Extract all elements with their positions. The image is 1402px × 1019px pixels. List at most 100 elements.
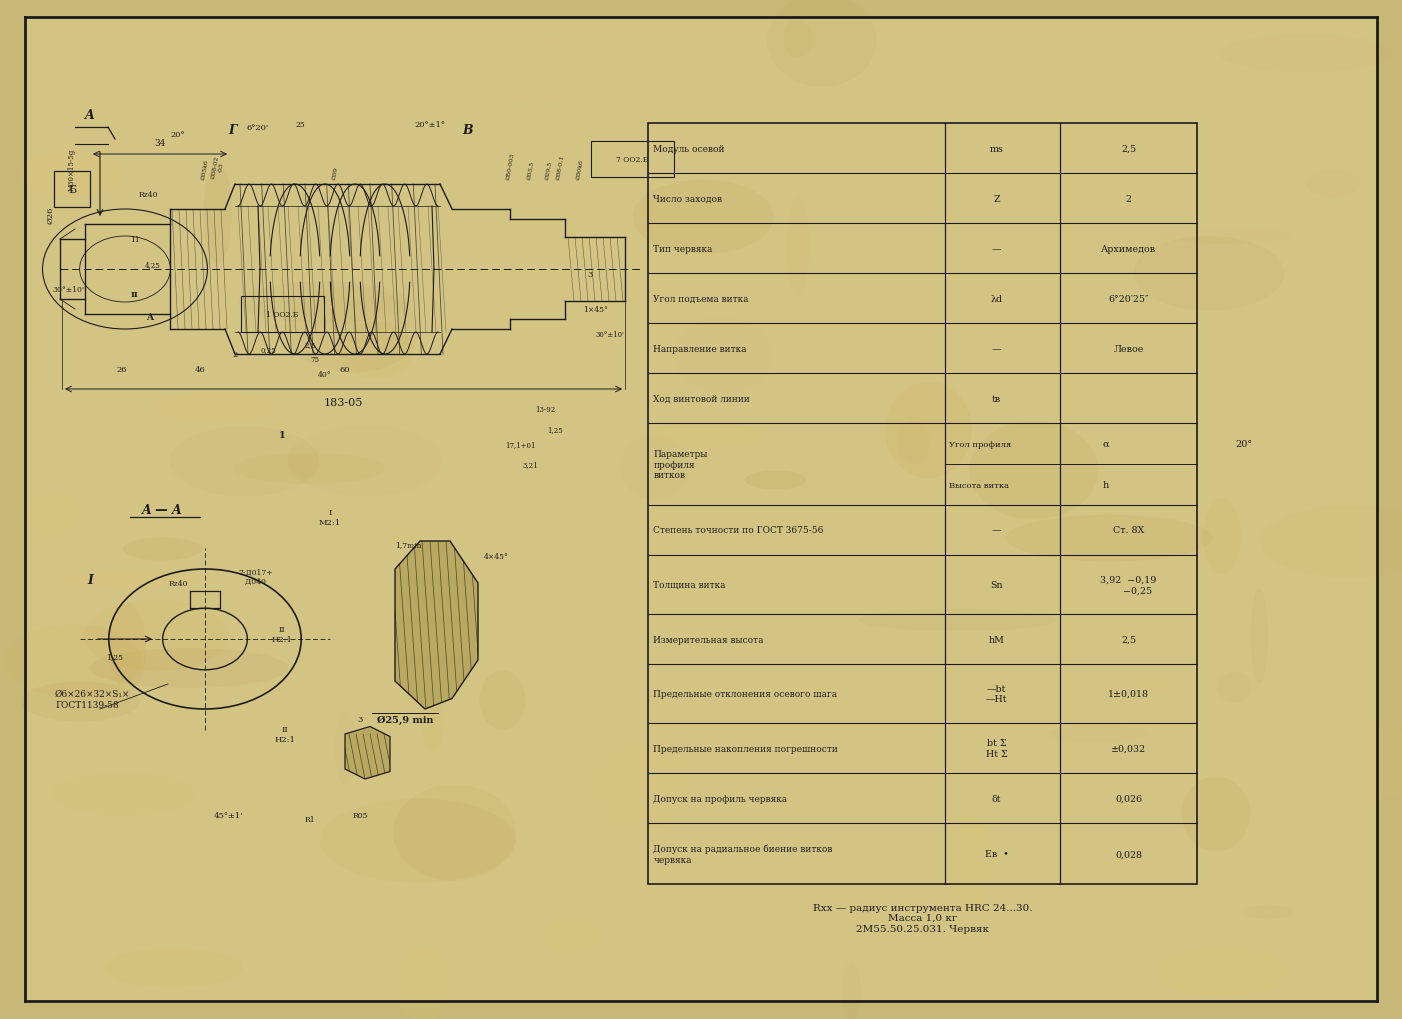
Text: 30°±10': 30°±10': [596, 331, 624, 338]
Text: Высота витка: Высота витка: [949, 481, 1009, 489]
Text: 1,25: 1,25: [547, 426, 562, 433]
Ellipse shape: [422, 687, 443, 753]
Text: 0,25: 0,25: [261, 345, 276, 354]
Text: II
H2:1: II H2:1: [275, 726, 296, 743]
Text: II
H2:1: II H2:1: [272, 626, 293, 643]
Text: —: —: [993, 245, 1001, 254]
Ellipse shape: [1005, 516, 1213, 561]
Text: 20°: 20°: [171, 130, 185, 139]
Text: Угол профиля: Угол профиля: [949, 440, 1011, 448]
Text: Ø35k6: Ø35k6: [200, 159, 209, 179]
Text: Ст. 8Х: Ст. 8Х: [1113, 526, 1144, 535]
Text: 4,25: 4,25: [146, 261, 161, 269]
Text: Ø30k6: Ø30k6: [576, 159, 585, 179]
Text: tв: tв: [993, 394, 1001, 404]
Text: 3,21: 3,21: [522, 461, 538, 469]
Text: Левое: Левое: [1113, 344, 1144, 354]
Ellipse shape: [21, 682, 140, 722]
Ellipse shape: [649, 420, 760, 448]
Ellipse shape: [123, 538, 202, 561]
Ellipse shape: [1217, 672, 1252, 703]
Text: M30×15-5g: M30×15-5g: [69, 149, 76, 191]
Text: 3,92  −0,19
      −0,25: 3,92 −0,19 −0,25: [1101, 575, 1157, 595]
Ellipse shape: [170, 427, 320, 497]
Text: B: B: [463, 123, 474, 137]
Text: 17,1+01: 17,1+01: [505, 440, 536, 448]
Ellipse shape: [744, 471, 806, 490]
Text: 40°: 40°: [318, 371, 332, 379]
Text: Ø33,5: Ø33,5: [526, 160, 534, 179]
Text: 25: 25: [296, 121, 304, 128]
Text: 7-Д017+
   Д040: 7-Д017+ Д040: [238, 568, 272, 585]
Ellipse shape: [1182, 776, 1251, 851]
Text: hM: hM: [988, 635, 1005, 644]
Ellipse shape: [897, 421, 930, 465]
Ellipse shape: [1242, 905, 1295, 919]
Text: Направление витка: Направление витка: [653, 344, 747, 354]
Ellipse shape: [3, 625, 142, 697]
Text: —: —: [993, 344, 1001, 354]
Text: Ход винтовой линии: Ход винтовой линии: [653, 394, 750, 404]
Text: 45°±1': 45°±1': [213, 811, 243, 819]
Text: 2: 2: [233, 351, 237, 359]
Text: 60: 60: [339, 366, 350, 374]
Text: Rz40: Rz40: [168, 580, 188, 587]
Text: 3: 3: [587, 271, 593, 279]
Ellipse shape: [28, 493, 77, 537]
Ellipse shape: [594, 740, 690, 830]
Text: 46: 46: [195, 366, 205, 374]
Ellipse shape: [885, 382, 972, 479]
Text: Rz40: Rz40: [139, 191, 158, 199]
Ellipse shape: [479, 671, 526, 730]
Ellipse shape: [1251, 589, 1267, 684]
Ellipse shape: [156, 393, 276, 422]
Text: R05: R05: [352, 811, 367, 819]
Ellipse shape: [1281, 721, 1402, 802]
Text: Допуск на профиль червяка: Допуск на профиль червяка: [653, 794, 788, 803]
Text: h: h: [1103, 481, 1109, 489]
Text: Измерительная высота: Измерительная высота: [653, 635, 764, 644]
Ellipse shape: [62, 572, 212, 587]
Ellipse shape: [969, 421, 1098, 520]
Text: I
M2:1: I M2:1: [318, 508, 341, 526]
Text: 2,5: 2,5: [1122, 635, 1136, 644]
Ellipse shape: [540, 919, 603, 952]
Text: Допуск на радиальное биение витков
червяка: Допуск на радиальное биение витков червя…: [653, 844, 833, 864]
Ellipse shape: [843, 963, 861, 1019]
Ellipse shape: [397, 947, 450, 1019]
Text: Ø38-02
-03: Ø38-02 -03: [210, 155, 226, 179]
Text: 1,25: 1,25: [107, 652, 123, 660]
Text: 20°: 20°: [1235, 440, 1252, 448]
Ellipse shape: [787, 196, 809, 298]
Text: I: I: [87, 573, 93, 586]
Ellipse shape: [303, 382, 334, 396]
Polygon shape: [345, 727, 390, 780]
Ellipse shape: [20, 152, 122, 198]
Text: Ø26: Ø26: [46, 206, 55, 223]
Text: 11: 11: [130, 235, 140, 244]
Text: 26: 26: [116, 366, 128, 374]
Text: 34: 34: [154, 139, 165, 148]
Ellipse shape: [859, 609, 1057, 632]
Text: 2,5: 2,5: [304, 340, 315, 348]
Ellipse shape: [1158, 947, 1286, 997]
Text: —: —: [993, 526, 1001, 535]
Text: α: α: [1102, 440, 1109, 448]
Text: 7 ОО2.Б: 7 ОО2.Б: [615, 156, 648, 164]
Ellipse shape: [287, 426, 442, 496]
Text: Б: Б: [67, 184, 76, 195]
Text: 1 ОО2.Б: 1 ОО2.Б: [266, 311, 299, 319]
Text: Параметры
профиля
витков: Параметры профиля витков: [653, 449, 708, 480]
Ellipse shape: [109, 603, 146, 693]
Text: ms: ms: [990, 145, 1004, 154]
Text: δt: δt: [993, 794, 1001, 803]
Text: Степень точности по ГОСТ 3675-56: Степень точности по ГОСТ 3675-56: [653, 526, 824, 535]
Text: 6°20′25″: 6°20′25″: [1109, 294, 1148, 304]
Text: Модуль осевой: Модуль осевой: [653, 145, 725, 154]
Ellipse shape: [632, 180, 774, 255]
Text: II: II: [132, 290, 139, 299]
Text: A: A: [146, 313, 153, 322]
Text: Sn: Sn: [990, 581, 1002, 589]
Ellipse shape: [84, 600, 229, 672]
Text: bt Σ
Ht Σ: bt Σ Ht Σ: [986, 739, 1008, 758]
